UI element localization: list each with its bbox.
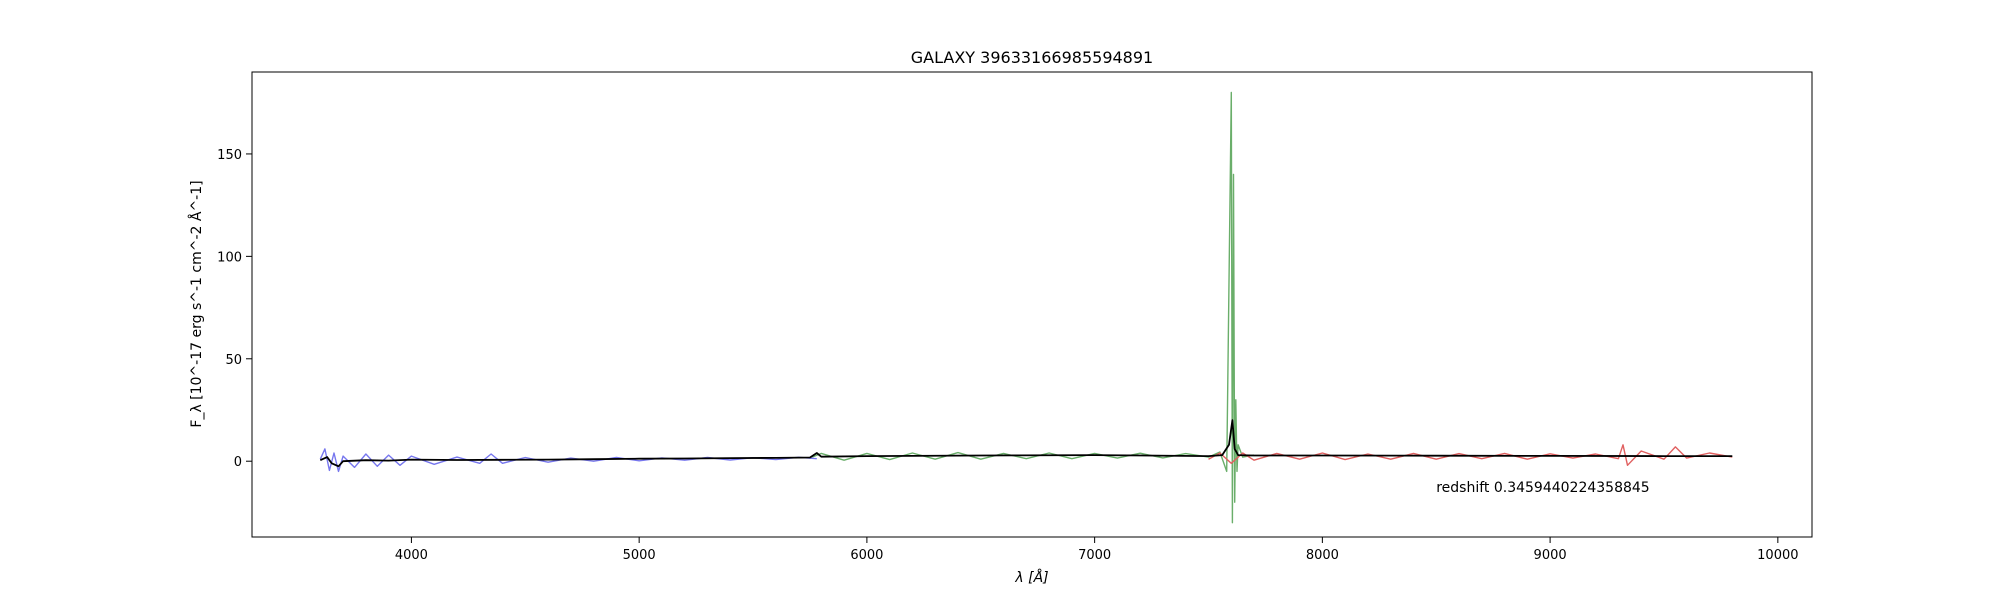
x-tick-label: 6000 [850,548,883,563]
series-layer [319,91,1733,524]
x-tick-label: 4000 [395,548,428,563]
x-axis-label: λ [Å] [1014,569,1048,586]
plot-frame [251,71,1813,538]
x-tick-label: 7000 [1078,548,1111,563]
x-tick-label: 8000 [1306,548,1339,563]
y-tick-label: 100 [217,250,242,265]
y-tick-label: 0 [234,455,242,470]
y-axis-label-text: F_λ [10^-17 erg s^-1 cm^-2 Å^-1] [188,180,205,427]
x-tick-label: 5000 [623,548,656,563]
x-tick-label: 10000 [1757,548,1798,563]
x-tick-label: 9000 [1534,548,1567,563]
y-tick-label: 150 [217,148,242,163]
y-axis-label: F_λ [10^-17 erg s^-1 cm^-2 Å^-1] [188,180,205,427]
y-tick-label: 50 [225,353,242,368]
series-line-3 [319,419,1733,468]
ticks-layer: 4000 5000 6000 7000 8000 9000 10000 0 50 100 150 [217,148,1798,563]
redshift-annotation: redshift 0.3459440224358845 [1436,480,1650,496]
x-axis-label-text: λ [Å] [1014,569,1048,586]
series-line-1 [811,91,1255,524]
chart-title: GALAXY 39633166985594891 [911,48,1153,67]
